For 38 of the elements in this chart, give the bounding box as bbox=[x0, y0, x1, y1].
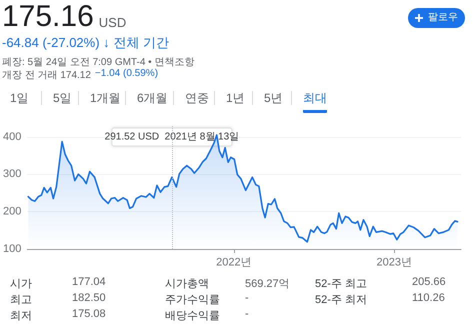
text: 182.50 bbox=[72, 292, 106, 304]
text: −1.04 (0.59%) bbox=[94, 68, 158, 79]
text: 주가수익률 bbox=[165, 293, 220, 307]
text: 1일 bbox=[10, 90, 29, 107]
text: 177.04 bbox=[72, 276, 106, 288]
text: 1년 bbox=[226, 90, 245, 107]
text: 5년 bbox=[264, 90, 283, 107]
y-tick-label: 300 bbox=[2, 168, 22, 180]
y-tick-label: 100 bbox=[2, 243, 22, 255]
text: 최고 bbox=[10, 293, 32, 307]
text: USD bbox=[98, 15, 126, 30]
text: - bbox=[245, 292, 249, 304]
text: 52-주 최고 bbox=[315, 277, 367, 291]
text: 1개월 bbox=[90, 90, 121, 107]
text: 개장 전 거래 174.12 bbox=[2, 69, 91, 82]
text: 569.27억 bbox=[245, 277, 290, 291]
chart-subtitle: -64.84 (-27.02%) ↓ 전체 기간 bbox=[2, 34, 169, 52]
text: 5일 bbox=[53, 90, 72, 107]
text: 최저 bbox=[10, 309, 32, 323]
y-tick-label: 200 bbox=[2, 206, 22, 218]
x-tick-label: 2022년 bbox=[216, 256, 252, 268]
y-tick-label: 400 bbox=[2, 130, 22, 143]
text: 205.66 bbox=[412, 276, 446, 288]
text: 시가총액 bbox=[165, 277, 209, 291]
text: 배당수익률 bbox=[165, 309, 220, 323]
text: - bbox=[245, 308, 249, 320]
text: 최대 bbox=[303, 90, 327, 113]
x-tick-label: 2023년 bbox=[376, 256, 412, 268]
text: 시가 bbox=[10, 277, 32, 291]
text: 175.08 bbox=[72, 308, 106, 320]
text: 폐장: 5월 24일 오전 7:09 GMT-4 • 면책조항 bbox=[2, 56, 194, 68]
text: 6개월 bbox=[137, 90, 168, 107]
text: 팔로우 bbox=[428, 11, 458, 25]
text: 연중 bbox=[185, 90, 209, 107]
text: 52-주 최저 bbox=[315, 293, 367, 307]
annotation: 291.52 USD 2021년 8월 13일 bbox=[104, 132, 240, 142]
text: 110.26 bbox=[412, 292, 445, 304]
chart-title: 175.16 bbox=[2, 0, 94, 34]
